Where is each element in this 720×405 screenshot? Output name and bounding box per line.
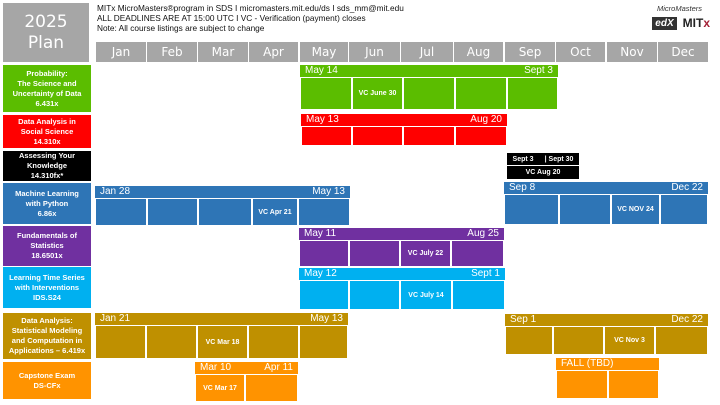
run-assessing-dates: Sept 3 | Sept 30 (507, 153, 579, 165)
month-jan: Jan (96, 42, 146, 62)
month-jul: Jul (401, 42, 453, 62)
run-fundamentals-statistics: May 11 Aug 25 VC July 22 (299, 228, 504, 267)
micromasters-wordmark: MicroMasters (656, 4, 702, 13)
vc-deadline-assessing: VC Aug 20 (507, 166, 579, 179)
run-data-analysis-6419x-fall: Sep 1 Dec 22 VC Nov 3 (505, 314, 708, 355)
month-aug: Aug (454, 42, 503, 62)
program-info: MITx MicroMasters®program in SDS I micro… (97, 3, 404, 33)
month-dec: Dec (658, 42, 708, 62)
run-machine-learning-fall: Sep 8 Dec 22 VC NOV 24 (504, 182, 708, 225)
mitx-logo-icon: MITx (682, 16, 710, 30)
run-capstone-fall: FALL (TBD) (556, 358, 659, 399)
course-label-assessing-your-knowledge: Assessing Your Knowledge 14.310fx* (3, 151, 91, 181)
micromasters-logo: MicroMasters edX MITx (610, 4, 710, 30)
year-plan-box: 2025 Plan (3, 3, 89, 62)
month-oct: Oct (556, 42, 605, 62)
run-end: Sept 3 (524, 65, 553, 76)
run-probability: May 14 Sept 3 VC June 30 (300, 65, 558, 112)
course-label-capstone-exam: Capstone Exam DS-CFx (3, 362, 91, 399)
run-start: May 14 (305, 65, 338, 76)
run-machine-learning-spring: Jan 28 May 13 VC Apr 21 (95, 186, 350, 226)
info-line-1: MITx MicroMasters®program in SDS I micro… (97, 3, 404, 13)
edx-logo-icon: edX (652, 16, 677, 30)
course-label-probability: Probability: The Science and Uncertainty o… (3, 65, 91, 112)
run-capstone-spring: Mar 10 Apr 11 VC Mar 17 (195, 362, 298, 402)
course-label-data-analysis-social-science: Data Analysis in Social Science 14.310x (3, 115, 91, 148)
run-learning-time-series: May 12 Sept 1 VC July 14 (299, 268, 505, 310)
month-sep: Sep (505, 42, 555, 62)
run-data-analysis-6419x-spring: Jan 21 May 13 VC Mar 18 (95, 313, 348, 359)
month-nov: Nov (607, 42, 657, 62)
month-apr: Apr (249, 42, 298, 62)
course-label-fundamentals-statistics: Fundamentals of Statistics 18.6501x (3, 226, 91, 266)
run-data-analysis-social-science: May 13 Aug 20 (301, 114, 507, 146)
month-feb: Feb (147, 42, 197, 62)
plan-label: Plan (27, 32, 65, 53)
vc-deadline: VC June 30 (352, 77, 403, 110)
info-line-3: Note: All course listings are subject to… (97, 23, 265, 33)
month-may: May (300, 42, 348, 62)
year-label: 2025 (24, 11, 68, 32)
course-label-data-analysis-6419x: Data Analysis: Statistical Modeling and Co… (3, 313, 91, 359)
month-jun: Jun (349, 42, 400, 62)
month-mar: Mar (198, 42, 248, 62)
course-label-machine-learning: Machine Learning with Python 6.86x (3, 183, 91, 224)
course-label-learning-time-series: Learning Time Series with Interventions ID… (3, 267, 91, 308)
info-line-2: ALL DEADLINES ARE AT 15:00 UTC I VC - Ve… (97, 13, 366, 23)
